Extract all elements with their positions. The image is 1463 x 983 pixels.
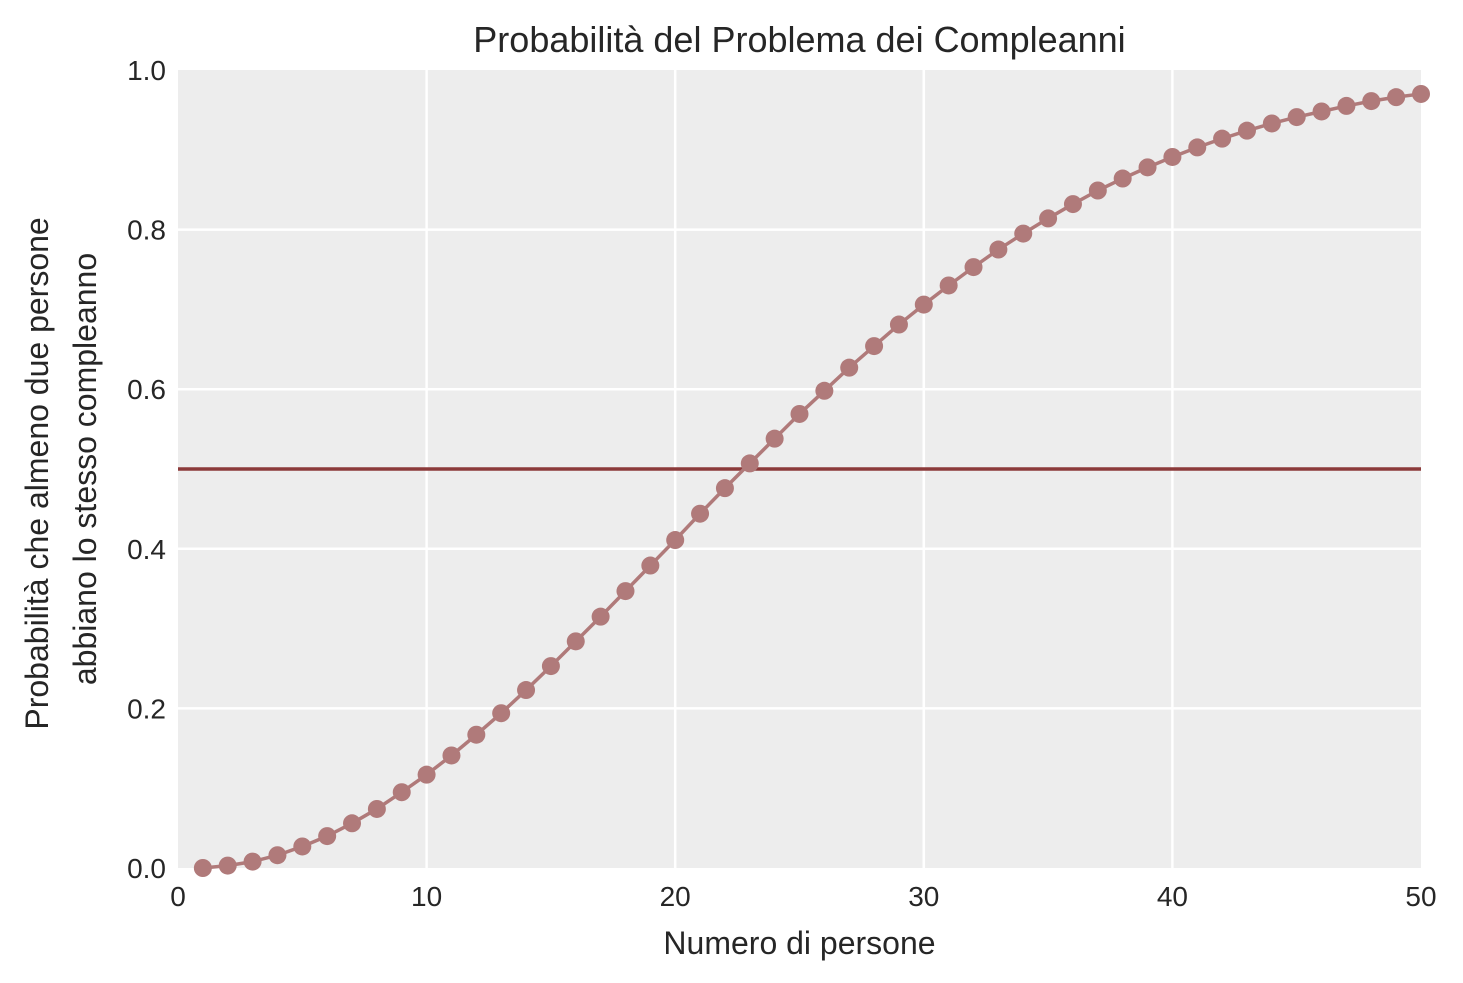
data-point (1213, 129, 1232, 148)
y-tick-label: 0.2 (127, 693, 166, 724)
data-point (1237, 121, 1256, 140)
data-point (492, 704, 511, 723)
x-tick-label: 50 (1405, 881, 1436, 912)
x-axis-label: Numero di persone (663, 925, 935, 961)
x-tick-labels: 0 10 20 30 40 50 (170, 881, 1436, 912)
data-point (1387, 88, 1406, 107)
data-point (765, 429, 784, 448)
data-point (691, 504, 710, 523)
data-point (1412, 84, 1430, 103)
y-tick-labels: 0.0 0.2 0.4 0.6 0.8 1.0 (127, 55, 166, 884)
chart-title: Probabilità del Problema dei Compleanni (473, 19, 1125, 60)
data-point (417, 765, 436, 784)
y-axis-label-line-2: abbiano lo stesso compleanno (67, 253, 103, 685)
y-tick-label: 0.6 (127, 374, 166, 405)
data-point (939, 276, 958, 295)
data-point (641, 556, 660, 575)
data-point (889, 315, 908, 334)
x-tick-label: 20 (660, 881, 691, 912)
data-point (367, 799, 386, 818)
data-point (1188, 138, 1207, 157)
data-point (268, 846, 287, 865)
data-point (193, 859, 212, 877)
series-group (193, 84, 1430, 877)
data-point (666, 531, 685, 550)
data-point (591, 607, 610, 626)
data-point (318, 827, 337, 846)
data-point (517, 681, 536, 700)
y-tick-label: 0.0 (127, 853, 166, 884)
data-point (840, 358, 859, 377)
x-tick-label: 0 (170, 881, 186, 912)
y-tick-label: 1.0 (127, 55, 166, 86)
data-point (218, 856, 237, 875)
data-point (914, 295, 933, 314)
y-axis-label: Probabilità che almeno due persone abbia… (19, 208, 103, 729)
data-point (815, 381, 834, 400)
data-point (715, 479, 734, 498)
data-point (1014, 224, 1033, 243)
data-point (566, 632, 585, 651)
data-point (1138, 158, 1157, 177)
data-point (243, 852, 262, 871)
data-point (541, 657, 560, 676)
y-tick-label: 0.4 (127, 534, 166, 565)
data-point (343, 814, 362, 833)
data-point (989, 240, 1008, 259)
data-point (293, 837, 312, 856)
data-point (616, 582, 635, 601)
data-point (1337, 96, 1356, 115)
data-point (1088, 181, 1107, 200)
data-point (1063, 195, 1082, 214)
data-point (790, 404, 809, 423)
data-point (1312, 102, 1331, 121)
data-point (442, 746, 461, 765)
data-point (1362, 92, 1381, 111)
data-point (1039, 209, 1058, 228)
data-point (392, 783, 411, 802)
x-tick-label: 40 (1157, 881, 1188, 912)
data-point (964, 258, 983, 277)
data-point (467, 725, 486, 744)
x-tick-label: 30 (908, 881, 939, 912)
data-point (1287, 108, 1306, 127)
data-point (1113, 169, 1132, 188)
y-tick-label: 0.8 (127, 215, 166, 246)
data-point (865, 337, 884, 356)
data-point (740, 454, 759, 473)
data-point (1163, 147, 1182, 166)
x-tick-label: 10 (411, 881, 442, 912)
data-point (1262, 114, 1281, 133)
y-axis-label-line-1: Probabilità che almeno due persone (19, 217, 55, 729)
